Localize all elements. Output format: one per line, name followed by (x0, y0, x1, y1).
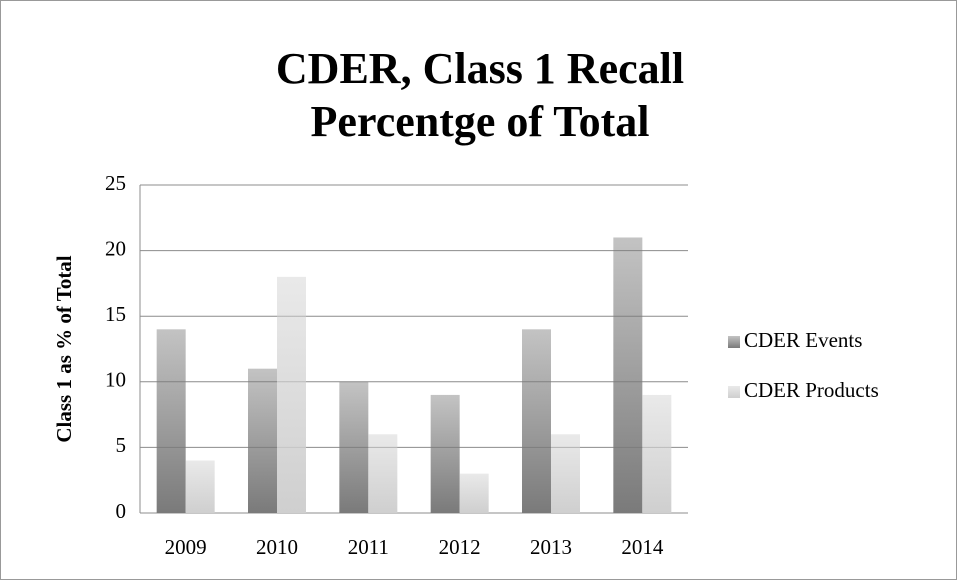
legend-label: CDER Events (744, 328, 862, 352)
y-tick-label: 25 (105, 171, 126, 195)
bar (613, 237, 643, 514)
chart-title: Percentge of Total (311, 97, 650, 146)
x-tick-label: 2010 (256, 535, 298, 559)
bar (642, 394, 672, 513)
y-tick-label: 10 (105, 368, 126, 392)
bar (277, 276, 306, 513)
y-tick-label: 20 (105, 236, 126, 260)
bar (430, 394, 460, 513)
bar (248, 368, 277, 513)
bar (551, 434, 580, 513)
y-axis-label: Class 1 as % of Total (52, 255, 76, 442)
bar (522, 329, 551, 513)
x-tick-label: 2014 (621, 535, 664, 559)
y-tick-label: 5 (116, 433, 127, 457)
x-tick-label: 2012 (439, 535, 481, 559)
y-tick-label: 0 (116, 499, 127, 523)
bar (368, 434, 398, 513)
x-tick-label: 2013 (530, 535, 572, 559)
chart-title: CDER, Class 1 Recall (276, 44, 684, 93)
x-tick-label: 2009 (165, 535, 207, 559)
x-tick-label: 2011 (348, 535, 389, 559)
bar (185, 460, 215, 513)
legend-label: CDER Products (744, 378, 879, 402)
bar (156, 329, 186, 513)
legend-swatch (728, 386, 740, 398)
bar (339, 381, 369, 513)
bar (459, 473, 489, 513)
y-tick-label: 15 (105, 302, 126, 326)
legend-swatch (728, 336, 740, 348)
